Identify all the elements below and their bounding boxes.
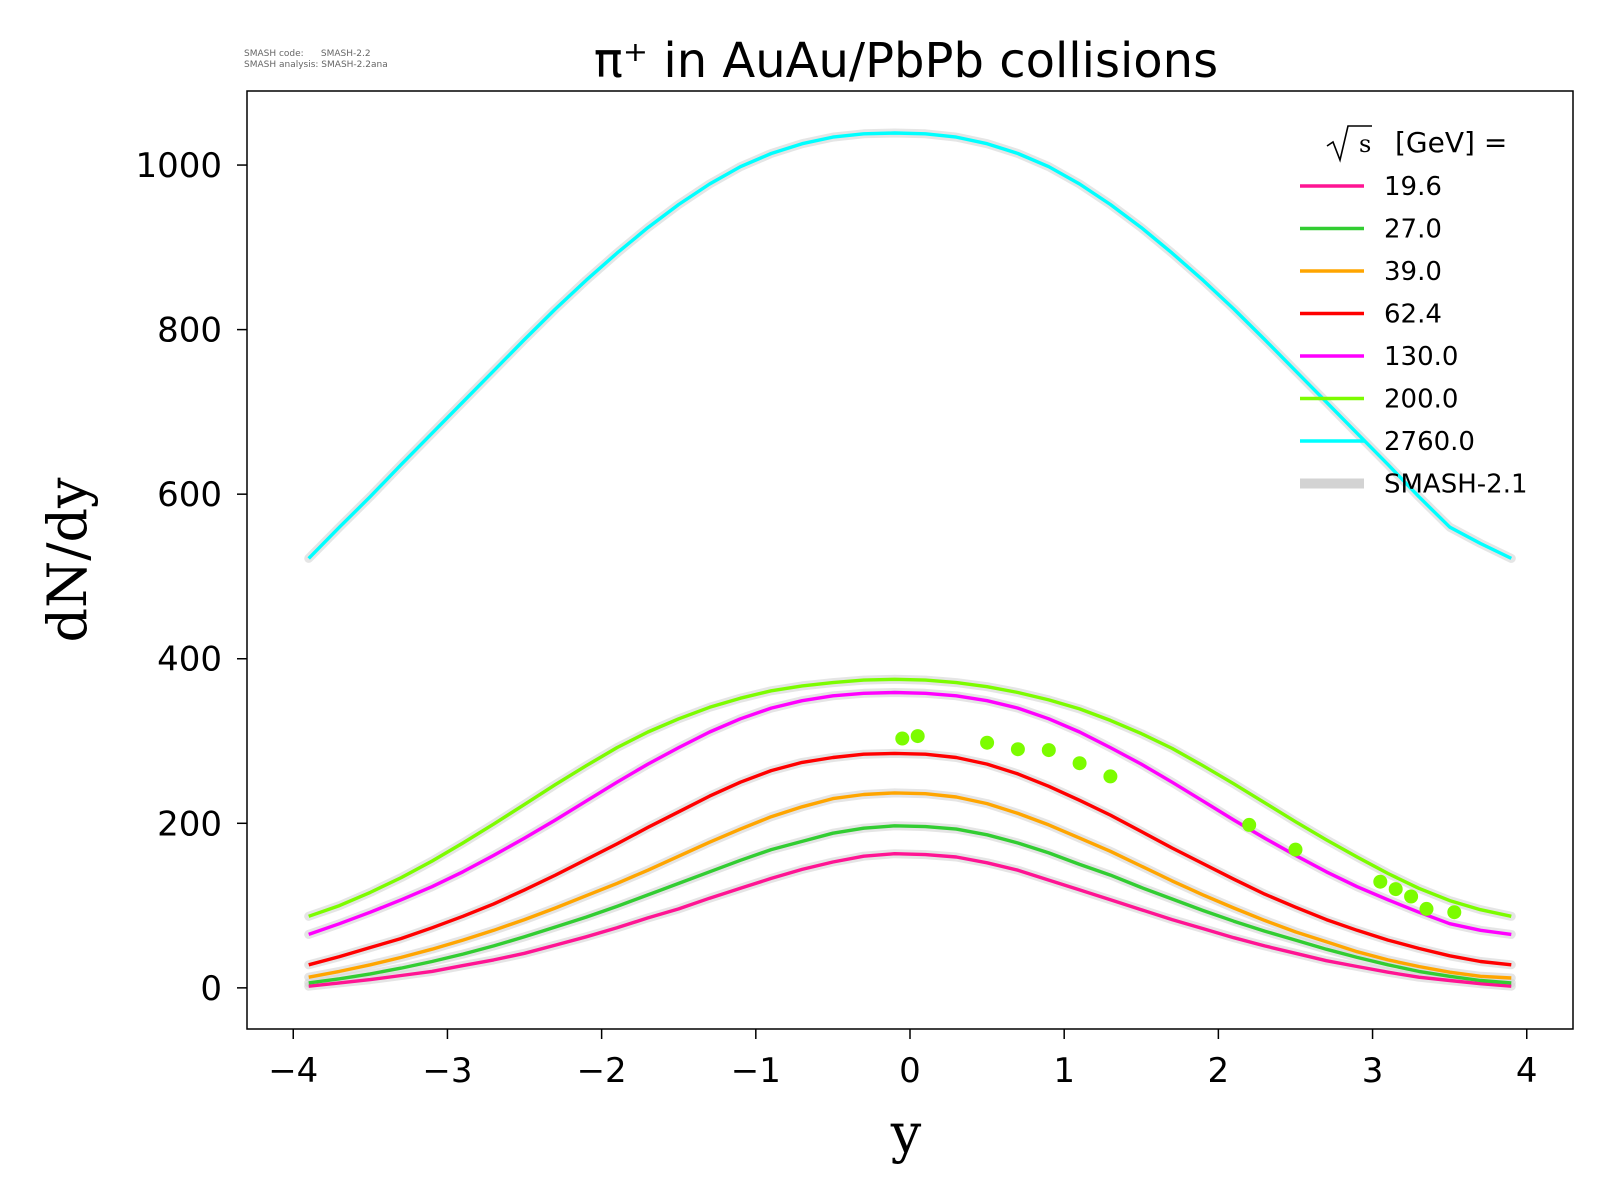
legend-label: 2760.0 xyxy=(1384,427,1475,457)
measured-point xyxy=(1373,874,1388,889)
measured-point xyxy=(1288,842,1303,857)
measured-point xyxy=(1041,743,1056,758)
y-tick-label: 800 xyxy=(157,311,222,351)
measured-point xyxy=(1010,742,1025,757)
series-line-39-0 xyxy=(308,791,1512,980)
measured-point xyxy=(1242,817,1257,832)
legend-title-text: [GeV] = xyxy=(1395,126,1507,159)
x-tick-label: 0 xyxy=(899,1051,921,1091)
x-axis-label: y xyxy=(890,1102,922,1165)
legend-label: 27.0 xyxy=(1384,215,1442,245)
sqrt-symbol-icon xyxy=(1326,125,1372,163)
legend-label: 62.4 xyxy=(1384,300,1442,330)
measured-point xyxy=(1103,769,1118,784)
measured-point xyxy=(1447,905,1462,920)
measured-point xyxy=(910,729,925,744)
y-tick-label: 200 xyxy=(157,804,222,844)
plot-area xyxy=(304,128,1516,991)
series-line-130-0 xyxy=(308,690,1512,937)
x-tick-label: −1 xyxy=(731,1051,781,1091)
legend-title: s [GeV] = xyxy=(1326,125,1507,163)
x-tick-label: 1 xyxy=(1053,1051,1075,1091)
y-tick-label: 600 xyxy=(157,475,222,515)
chart-title: π⁺ in AuAu/PbPb collisions xyxy=(594,33,1218,89)
series-line-200-0 xyxy=(308,677,1512,918)
measured-point xyxy=(980,735,995,750)
y-tick-label: 0 xyxy=(200,969,222,1009)
legend-label: 39.0 xyxy=(1384,257,1442,287)
legend-label: SMASH-2.1 xyxy=(1384,470,1528,500)
legend-items: 19.6 27.0 39.0 62.4 130.0 200.0 2760.0 SMASH-2.… xyxy=(1300,172,1528,500)
x-tick-label: 3 xyxy=(1362,1051,1384,1091)
series-line-62-4 xyxy=(308,751,1512,967)
x-axis-ticks: −4 −3 −2 −1 0 1 2 3 4 xyxy=(268,1029,1538,1091)
measured-point xyxy=(1404,889,1419,904)
legend: s [GeV] = 19.6 27.0 39.0 62.4 130.0 200.0 2760… xyxy=(1300,125,1528,500)
y-axis-ticks: 0 200 400 600 800 1000 xyxy=(135,146,247,1009)
measured-point xyxy=(895,731,910,746)
x-tick-label: 2 xyxy=(1208,1051,1230,1091)
legend-label: 130.0 xyxy=(1384,342,1458,372)
measured-points xyxy=(895,729,1462,920)
series-lines xyxy=(307,131,1513,988)
series-line-27-0 xyxy=(308,824,1512,985)
legend-label: 19.6 xyxy=(1384,172,1442,202)
legend-title-s: s xyxy=(1359,130,1371,158)
y-tick-label: 400 xyxy=(157,640,222,680)
x-tick-label: 4 xyxy=(1516,1051,1538,1091)
x-tick-label: −4 xyxy=(268,1051,318,1091)
x-tick-label: −3 xyxy=(422,1051,472,1091)
legend-label: 200.0 xyxy=(1384,385,1458,415)
smash-code-info: SMASH code: SMASH-2.2 xyxy=(244,49,371,59)
measured-point xyxy=(1072,756,1087,771)
y-tick-label: 1000 xyxy=(135,146,222,186)
series-line-19-6 xyxy=(308,852,1512,988)
series-line-2760-0 xyxy=(307,131,1513,560)
measured-point xyxy=(1419,901,1434,916)
y-axis-label: dN/dy xyxy=(36,477,99,643)
smash-analysis-info: SMASH analysis: SMASH-2.2ana xyxy=(244,60,388,70)
x-tick-label: −2 xyxy=(577,1051,627,1091)
measured-point xyxy=(1388,882,1403,897)
